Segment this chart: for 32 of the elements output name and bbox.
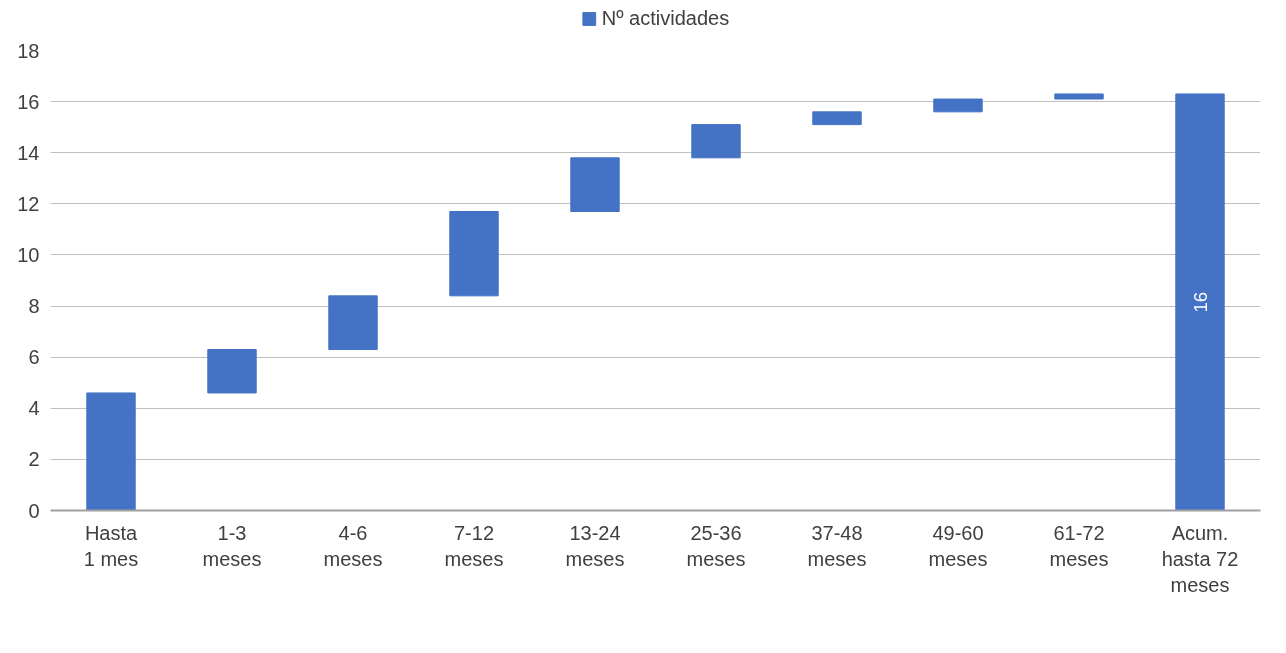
y-tick-label: 16 [17, 90, 40, 113]
bar [570, 157, 620, 212]
x-tick-label: 1-3 meses [202, 521, 262, 570]
bar [207, 349, 257, 394]
x-tick-label: 13-24 meses [565, 521, 625, 570]
bar [1054, 93, 1104, 100]
y-tick-label: 12 [17, 192, 40, 215]
legend-label: Nº actividades [601, 6, 730, 30]
y-tick-label: 2 [28, 448, 40, 471]
bar [328, 295, 378, 350]
x-tick-label: 7-12 meses [444, 521, 504, 570]
x-tick-label: Acum. hasta 72 meses [1161, 521, 1239, 597]
x-tick-label: 61-72 meses [1049, 521, 1109, 570]
y-tick-label: 10 [17, 243, 40, 266]
bar [1175, 93, 1225, 511]
x-tick-label: 37-48 meses [807, 521, 867, 570]
bar [86, 392, 136, 511]
bar [933, 98, 983, 113]
bar [812, 111, 862, 126]
bar [449, 211, 499, 297]
x-tick-label: 4-6 meses [323, 521, 383, 570]
y-tick-label: 8 [28, 295, 40, 318]
data-label: 16 [1189, 291, 1211, 313]
bar [691, 124, 741, 159]
y-tick-label: 14 [17, 141, 40, 164]
y-tick-label: 18 [17, 39, 40, 62]
y-tick-label: 0 [28, 499, 40, 522]
y-tick-label: 6 [28, 346, 40, 369]
x-tick-label: Hasta 1 mes [83, 521, 139, 570]
x-tick-label: 25-36 meses [686, 521, 746, 570]
x-tick-label: 49-60 meses [928, 521, 988, 570]
y-tick-label: 4 [28, 397, 40, 420]
